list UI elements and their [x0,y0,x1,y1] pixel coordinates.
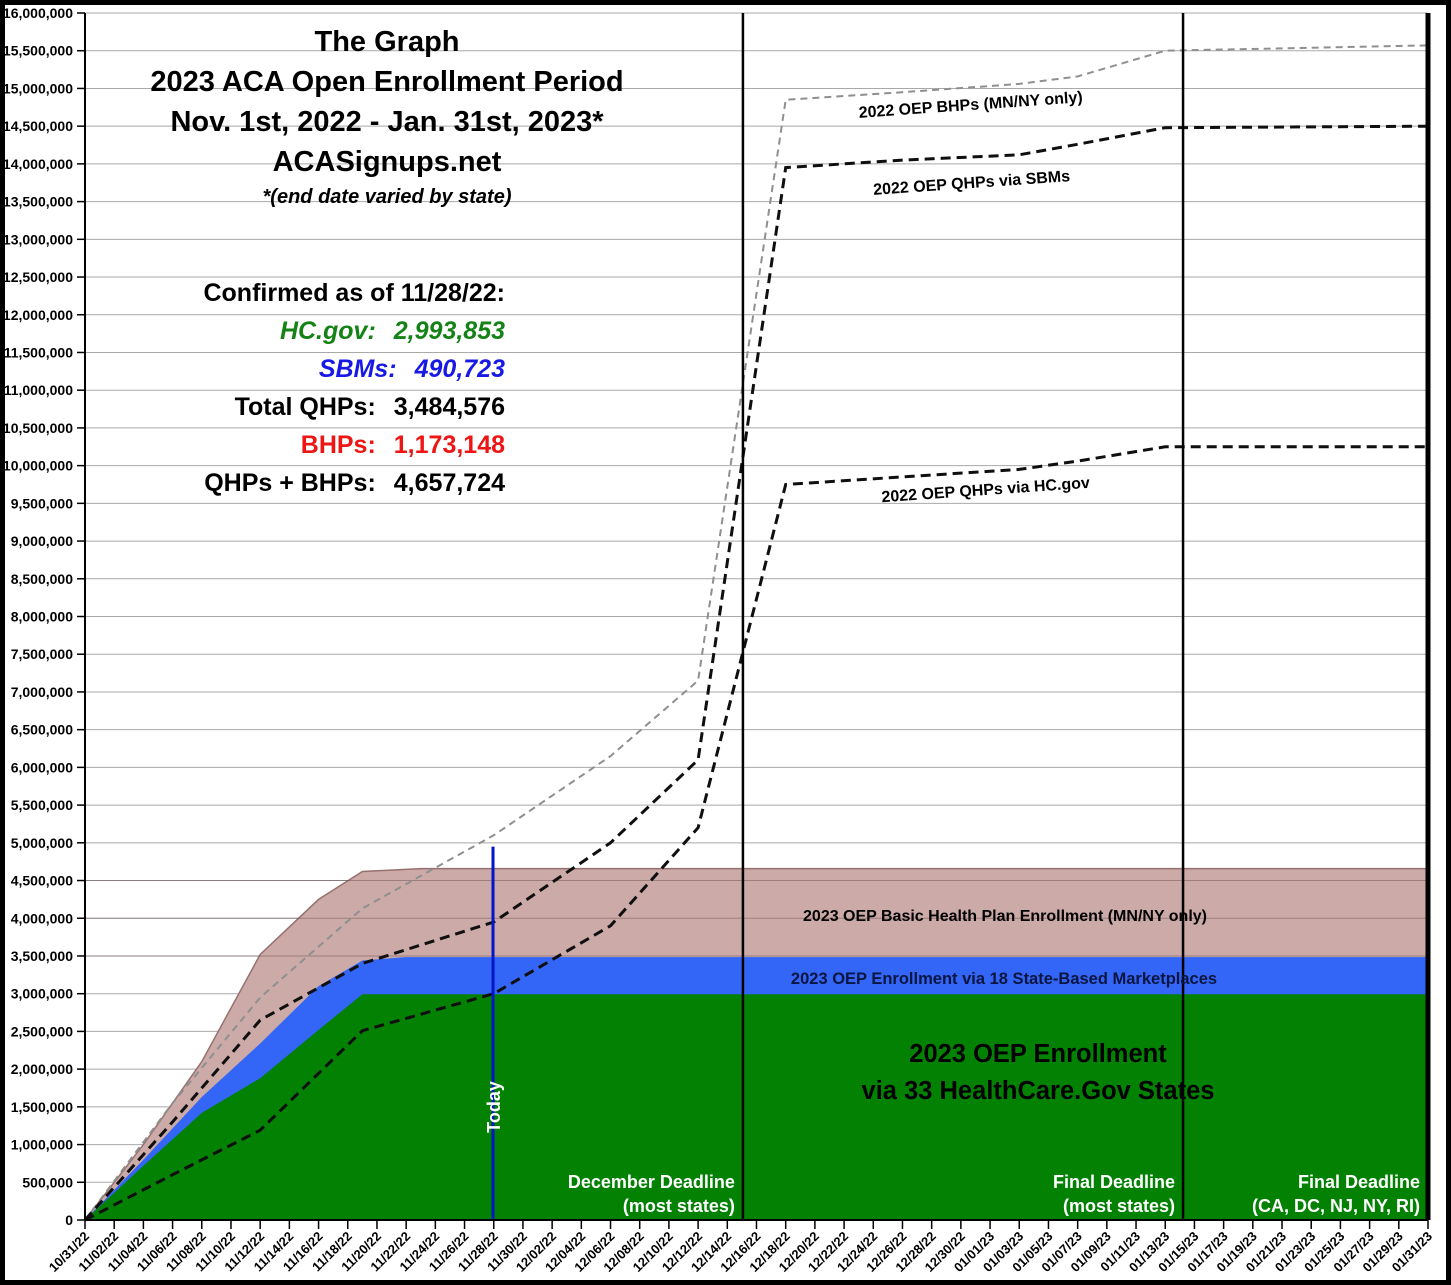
y-tick-label: 9,000,000 [11,533,73,549]
y-tick-label: 1,000,000 [11,1137,73,1153]
y-tick-label: 9,500,000 [11,495,73,511]
dashed-line-bhp-2022 [84,44,1429,1221]
y-tick-label: 7,000,000 [11,684,73,700]
y-tick-label: 8,000,000 [11,609,73,625]
deadline-label-final-deadline-late: Final Deadline [1298,1172,1420,1192]
dashed-line-sbm-2022 [83,124,1429,1221]
deadline-label-final-deadline-late: (CA, DC, NJ, NY, RI) [1252,1196,1420,1216]
area-edge [84,867,1428,1221]
y-tick-label: 12,000,000 [3,307,73,323]
y-tick-label: 11,500,000 [4,344,74,360]
area-label-hcgov: 2023 OEP Enrollment [909,1040,1167,1068]
y-tick-label: 3,500,000 [11,948,73,964]
area-hcgov-2023 [85,994,1428,1220]
y-tick-label: 10,000,000 [3,458,73,474]
deadline-label-final-deadline-most: Final Deadline [1053,1172,1175,1192]
y-tick-label: 10,500,000 [3,420,73,436]
y-tick-label: 4,000,000 [11,910,73,926]
y-tick-label: 3,000,000 [11,986,73,1002]
area-label-hcgov: via 33 HealthCare.Gov States [862,1077,1215,1105]
y-tick-label: 15,000,000 [3,80,73,96]
y-tick-label: 500,000 [22,1174,73,1190]
dashed-line-hcgov-2022 [84,445,1428,1222]
y-tick-label: 7,500,000 [11,646,73,662]
y-tick-label: 2,500,000 [11,1023,73,1039]
y-tick-label: 2,000,000 [11,1061,73,1077]
y-tick-label: 13,000,000 [3,231,73,247]
y-tick-label: 11,000,000 [4,382,74,398]
y-tick-label: 16,000,000 [3,5,73,21]
y-tick-label: 5,000,000 [11,835,73,851]
y-tick-label: 14,500,000 [3,118,73,134]
deadline-label-december-deadline: December Deadline [568,1172,735,1192]
y-tick-label: 4,500,000 [11,873,73,889]
deadline-label-final-deadline-most: (most states) [1063,1196,1175,1216]
area-label-bhp: 2023 OEP Basic Health Plan Enrollment (M… [803,908,1207,925]
y-tick-label: 13,500,000 [3,194,73,210]
y-tick-label: 14,000,000 [3,156,73,172]
y-tick-label: 0 [65,1212,73,1228]
y-tick-label: 6,500,000 [11,722,73,738]
y-tick-label: 6,000,000 [11,759,73,775]
y-tick-label: 1,500,000 [11,1099,73,1115]
deadline-label-december-deadline: (most states) [623,1196,735,1216]
y-tick-label: 8,500,000 [11,571,73,587]
y-tick-label: 15,500,000 [3,43,73,59]
y-tick-label: 12,500,000 [3,269,73,285]
y-tick-label: 5,500,000 [11,797,73,813]
area-label-sbm: 2023 OEP Enrollment via 18 State-Based M… [791,970,1217,988]
today-label: Today [484,1081,504,1133]
